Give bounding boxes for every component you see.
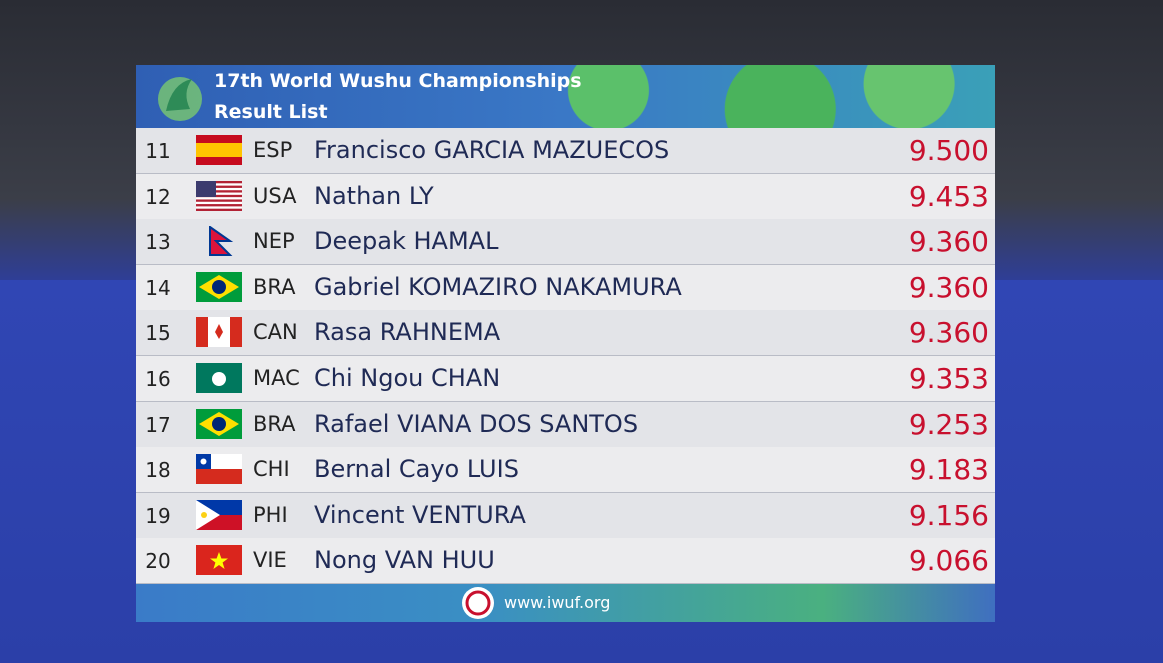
score: 9.360 (908, 225, 989, 259)
name: Rasa RAHNEMA (314, 318, 501, 347)
result-row: 17 BRA Rafael VIANA DOS SANTOS 9.253 (136, 401, 995, 448)
score: 9.183 (908, 453, 989, 487)
code: USA (253, 183, 297, 208)
result-row: 19 PHI Vincent VENTURA 9.156 (136, 492, 995, 539)
name: Chi Ngou CHAN (314, 364, 501, 392)
result-row: 18 CHI Bernal Cayo LUIS 9.183 (136, 447, 995, 494)
code: MAC (253, 366, 300, 390)
rank: 17 (145, 412, 171, 437)
name: Nathan LY (314, 181, 434, 210)
name: Rafael VIANA DOS SANTOS (314, 409, 639, 438)
rank: 14 (145, 275, 171, 300)
code: BRA (253, 411, 296, 436)
result-row: 11 ESP Francisco GARCIA MAZUECOS 9.500 (136, 128, 995, 174)
score: 9.500 (908, 134, 989, 167)
result-row: 13 NEP Deepak HAMAL 9.360 (136, 219, 995, 266)
rank: 15 (145, 321, 171, 346)
result-row: 12 USA Nathan LY 9.453 (136, 173, 995, 220)
score: 9.360 (908, 270, 989, 304)
flag (196, 271, 242, 302)
flag (209, 226, 234, 257)
results-panel: 17th World Wushu Championships Result Li… (136, 65, 995, 622)
logo (158, 77, 202, 121)
name: Nong VAN HUU (314, 546, 495, 575)
result-row: 14 BRA Gabriel KOMAZIRO NAKAMURA 9.360 (136, 264, 995, 311)
flag (196, 180, 242, 211)
iwuf-logo (462, 587, 494, 619)
name: Bernal Cayo LUIS (314, 455, 519, 484)
rank: 19 (145, 503, 171, 528)
flag (196, 454, 242, 485)
code: VIE (253, 548, 287, 573)
flag (196, 363, 242, 393)
rank: 11 (145, 139, 171, 163)
rank: 13 (145, 230, 171, 255)
score: 9.156 (908, 498, 989, 532)
code: BRA (253, 274, 296, 299)
subtitle: Result List (214, 101, 328, 123)
score: 9.066 (908, 544, 989, 578)
flag (196, 545, 242, 576)
rank: 18 (145, 458, 171, 483)
score: 9.353 (908, 362, 989, 395)
score: 9.253 (908, 407, 989, 441)
rank: 20 (145, 549, 171, 574)
flag (196, 135, 242, 165)
code: ESP (253, 138, 293, 162)
footer: www.iwuf.org (136, 584, 995, 622)
result-row: 16 MAC Chi Ngou CHAN 9.353 (136, 356, 995, 402)
code: CAN (253, 320, 298, 345)
title: 17th World Wushu Championships (214, 70, 582, 92)
name: Francisco GARCIA MAZUECOS (314, 136, 670, 164)
score: 9.360 (908, 316, 989, 350)
code: PHI (253, 502, 288, 527)
code: NEP (253, 229, 295, 254)
flag (196, 408, 242, 439)
code: CHI (253, 457, 290, 482)
name: Gabriel KOMAZIRO NAKAMURA (314, 272, 682, 301)
flag (196, 317, 242, 348)
result-row: 15 CAN Rasa RAHNEMA 9.360 (136, 310, 995, 357)
name: Deepak HAMAL (314, 227, 499, 256)
header: 17th World Wushu Championships Result Li… (136, 65, 995, 128)
name: Vincent VENTURA (314, 500, 526, 529)
result-row: 20 VIE Nong VAN HUU 9.066 (136, 538, 995, 585)
website: www.iwuf.org (504, 593, 611, 612)
rank: 12 (145, 184, 171, 209)
score: 9.453 (908, 179, 989, 213)
rank: 16 (145, 367, 171, 391)
flag (196, 499, 242, 530)
